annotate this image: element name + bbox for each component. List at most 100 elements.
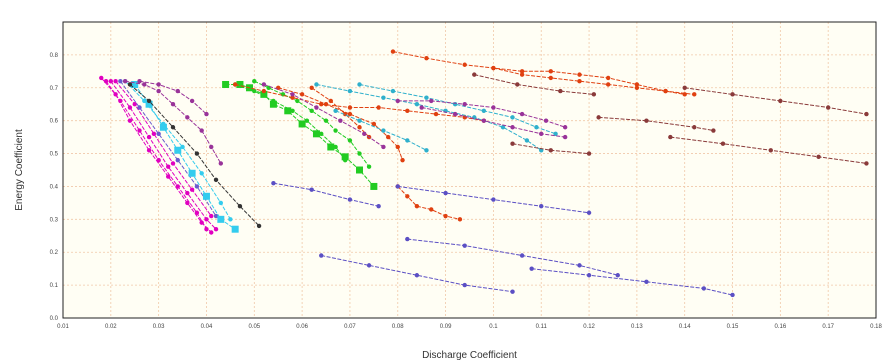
data-point	[462, 282, 467, 288]
data-point	[131, 80, 139, 88]
data-point	[357, 118, 362, 123]
data-point	[634, 82, 640, 87]
data-point	[145, 100, 153, 108]
y-tick-label: 0.6	[50, 119, 59, 125]
data-point	[309, 85, 314, 90]
data-point	[204, 111, 209, 117]
data-point	[260, 90, 268, 98]
data-point	[284, 107, 292, 115]
data-point	[481, 118, 487, 123]
data-point	[166, 164, 171, 169]
data-point	[333, 144, 338, 150]
y-tick-label: 0.2	[50, 250, 59, 256]
series-2	[103, 79, 209, 232]
x-tick-label: 0.05	[248, 324, 260, 330]
series-29	[668, 134, 869, 166]
data-point	[534, 125, 539, 130]
data-point	[577, 263, 582, 268]
data-point	[778, 98, 783, 104]
data-point	[298, 120, 306, 128]
data-point	[429, 98, 434, 104]
data-point	[424, 55, 429, 61]
data-point	[510, 125, 515, 130]
data-point	[730, 292, 735, 298]
data-point	[341, 153, 349, 161]
series-3	[108, 79, 219, 232]
data-point	[309, 187, 314, 192]
data-point	[237, 203, 243, 209]
data-point	[414, 102, 420, 107]
data-point	[562, 134, 568, 140]
data-point	[314, 105, 319, 110]
data-point	[390, 49, 396, 54]
data-point	[692, 92, 697, 97]
data-point	[333, 128, 338, 133]
data-point	[209, 213, 214, 219]
data-point	[472, 72, 477, 77]
data-point	[605, 75, 611, 81]
data-point	[180, 144, 185, 150]
data-point	[156, 157, 161, 163]
series-line	[115, 80, 212, 217]
data-point	[864, 111, 869, 117]
data-point	[271, 180, 276, 186]
series-line	[359, 84, 556, 135]
data-point	[252, 79, 257, 84]
data-point	[213, 227, 219, 232]
data-point	[376, 105, 381, 110]
series-line	[125, 80, 222, 164]
data-point	[366, 263, 372, 268]
data-point	[370, 182, 378, 190]
x-tick-label: 0.08	[392, 324, 404, 330]
x-tick-label: 0.09	[440, 324, 452, 330]
series-line	[235, 84, 484, 122]
data-point	[452, 111, 458, 117]
series-10	[137, 79, 209, 117]
data-point	[323, 102, 329, 107]
data-point	[524, 138, 530, 143]
series-line	[316, 84, 542, 151]
data-point	[510, 289, 515, 294]
x-tick-labels: 0.01 0.02 0.03 0.04 0.05 0.06 0.07 0.08 0.09 0.1 0…	[57, 324, 882, 330]
data-point	[137, 79, 142, 84]
x-tick-label: 0.1	[489, 324, 498, 330]
plot-frame	[62, 21, 877, 319]
series-30	[510, 141, 592, 156]
y-tick-label: 0.5	[50, 152, 59, 158]
data-point	[768, 148, 773, 153]
data-point	[562, 125, 568, 130]
data-point	[405, 236, 410, 242]
data-point	[443, 190, 448, 196]
series-23	[261, 82, 386, 150]
data-point	[137, 128, 142, 133]
data-point	[519, 72, 525, 77]
data-point	[543, 118, 549, 123]
data-point	[405, 108, 410, 114]
series-line	[598, 116, 714, 131]
data-point	[146, 98, 152, 104]
data-point	[692, 125, 697, 130]
data-point	[730, 92, 735, 97]
data-point	[548, 148, 553, 153]
data-point	[295, 98, 300, 104]
x-tick-label: 0.12	[583, 324, 595, 330]
data-point	[357, 125, 362, 130]
data-point	[213, 213, 219, 219]
data-point	[304, 118, 310, 123]
data-point	[433, 111, 439, 117]
data-point	[701, 286, 707, 291]
data-point	[261, 88, 267, 94]
x-tick-label: 0.16	[775, 324, 787, 330]
data-point	[816, 154, 821, 160]
series-25	[419, 105, 568, 140]
data-point	[236, 80, 244, 88]
data-point	[381, 144, 386, 150]
data-point	[175, 88, 180, 94]
data-point	[170, 161, 176, 166]
data-point	[142, 82, 147, 87]
data-point	[99, 75, 104, 81]
data-point	[342, 157, 348, 163]
data-point	[357, 82, 362, 87]
data-point	[299, 92, 305, 97]
data-point	[668, 134, 673, 140]
